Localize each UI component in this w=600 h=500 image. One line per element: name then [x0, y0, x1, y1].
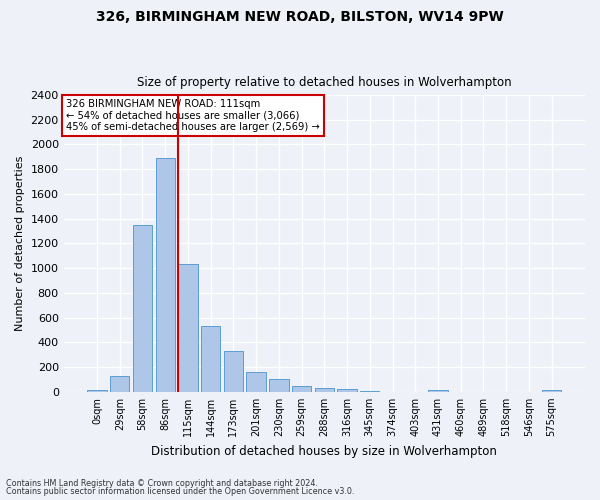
Bar: [542, 390, 562, 392]
Bar: [292, 386, 311, 392]
Bar: [110, 376, 130, 392]
Text: Contains public sector information licensed under the Open Government Licence v3: Contains public sector information licen…: [6, 487, 355, 496]
Bar: [155, 158, 175, 392]
Bar: [269, 379, 289, 392]
Bar: [88, 390, 107, 392]
Bar: [178, 264, 197, 392]
Bar: [314, 388, 334, 392]
Bar: [224, 351, 243, 392]
Title: Size of property relative to detached houses in Wolverhampton: Size of property relative to detached ho…: [137, 76, 512, 90]
X-axis label: Distribution of detached houses by size in Wolverhampton: Distribution of detached houses by size …: [151, 444, 497, 458]
Y-axis label: Number of detached properties: Number of detached properties: [15, 156, 25, 331]
Bar: [337, 390, 357, 392]
Bar: [201, 326, 220, 392]
Bar: [360, 391, 379, 392]
Bar: [247, 372, 266, 392]
Text: 326 BIRMINGHAM NEW ROAD: 111sqm
← 54% of detached houses are smaller (3,066)
45%: 326 BIRMINGHAM NEW ROAD: 111sqm ← 54% of…: [66, 100, 320, 132]
Bar: [428, 390, 448, 392]
Text: 326, BIRMINGHAM NEW ROAD, BILSTON, WV14 9PW: 326, BIRMINGHAM NEW ROAD, BILSTON, WV14 …: [96, 10, 504, 24]
Bar: [133, 225, 152, 392]
Text: Contains HM Land Registry data © Crown copyright and database right 2024.: Contains HM Land Registry data © Crown c…: [6, 478, 318, 488]
